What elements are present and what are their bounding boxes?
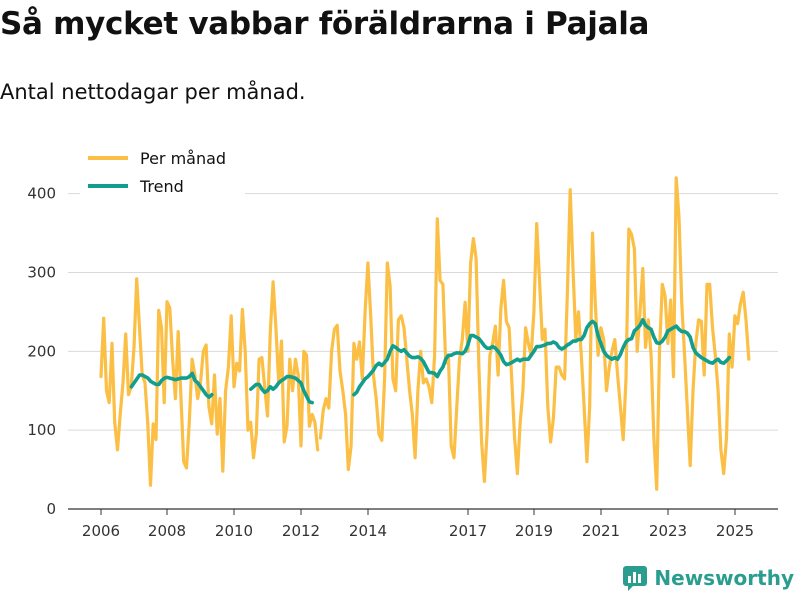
x-tick-label: 2010	[215, 522, 253, 540]
chart-subtitle: Antal nettodagar per månad.	[0, 80, 306, 104]
legend: Per månad Trend	[80, 144, 245, 202]
x-tick-label: 2025	[716, 522, 754, 540]
series-line-trend	[352, 317, 732, 397]
newsworthy-brand: Newsworthy	[622, 564, 794, 592]
axes: 2006 2008 2010 2012 2014 2017 2019 2021 2023 2025	[68, 508, 778, 540]
x-tick-label: 2014	[349, 522, 387, 540]
legend-label-per-manad: Per månad	[140, 149, 226, 168]
y-tick-label: 100	[27, 421, 56, 439]
brand-name: Newsworthy	[654, 566, 794, 590]
x-tick-label: 2008	[148, 522, 186, 540]
y-tick-label: 0	[46, 500, 56, 518]
series-line-trend	[249, 374, 315, 405]
x-tick-label: 2023	[649, 522, 687, 540]
legend-background	[80, 144, 245, 202]
y-tick-label: 400	[27, 185, 56, 203]
newsworthy-logo-icon	[623, 566, 648, 591]
x-tick-label: 2019	[515, 522, 553, 540]
y-tick-label: 200	[27, 342, 56, 360]
series-lines	[99, 176, 751, 491]
x-tick-label: 2021	[582, 522, 620, 540]
chart-title: Så mycket vabbar föräldrarna i Pajala	[0, 6, 650, 42]
legend-label-trend: Trend	[139, 177, 184, 196]
x-tick-label: 2017	[449, 522, 487, 540]
y-tick-label: 300	[27, 263, 56, 281]
x-tick-label: 2012	[282, 522, 320, 540]
x-tick-label: 2006	[82, 522, 120, 540]
series-line-trend	[129, 371, 214, 399]
series-line-per-manad	[99, 277, 320, 487]
